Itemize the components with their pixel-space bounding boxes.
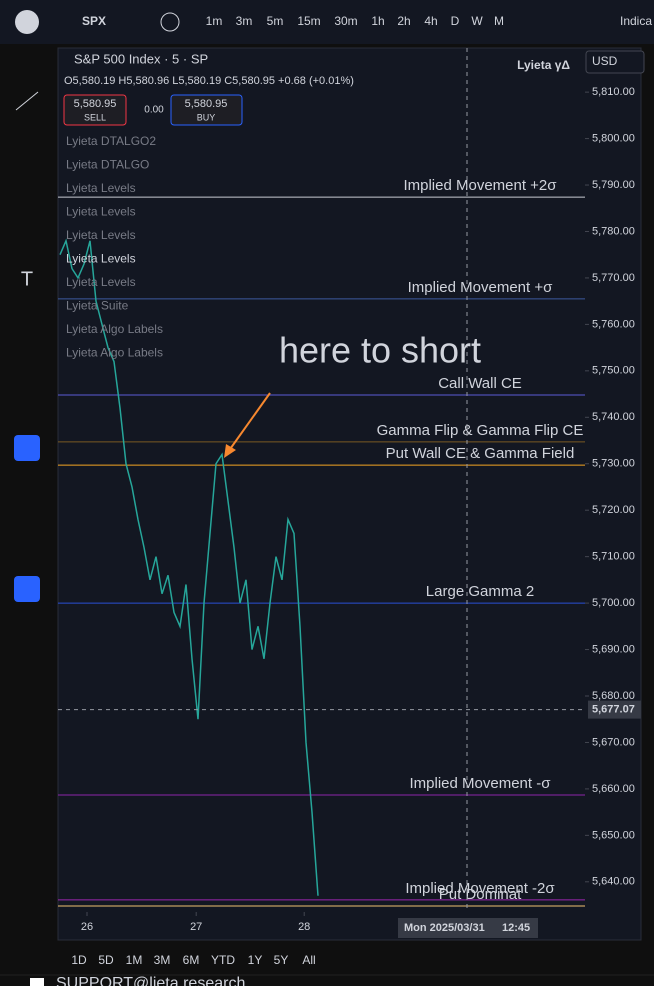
symbol[interactable]: SPX: [82, 14, 106, 28]
ohlc: O5,580.19 H5,580.96 L5,580.19 C5,580.95 …: [64, 75, 354, 87]
y-tick-label: 5,720.00: [592, 504, 635, 516]
price-tag-label: 5,677.07: [592, 704, 635, 716]
range-button[interactable]: 1D: [71, 953, 87, 967]
range-button[interactable]: All: [302, 953, 315, 967]
x-tick-label: 28: [298, 921, 310, 933]
level-label: Implied Movement +2σ: [403, 177, 557, 194]
range-button[interactable]: 1M: [126, 953, 143, 967]
y-tick-label: 5,640.00: [592, 876, 635, 888]
indicator[interactable]: Lyieta Levels: [66, 181, 136, 195]
range-button[interactable]: 5Y: [274, 953, 289, 967]
indicator[interactable]: Lyieta Suite: [66, 299, 129, 313]
legend-title: S&P 500 Index · 5 · SP: [74, 51, 208, 66]
level-label: Implied Movement -σ: [410, 775, 552, 792]
interval[interactable]: 1m: [206, 14, 223, 28]
interval[interactable]: 3m: [236, 14, 253, 28]
buy-label: BUY: [197, 112, 216, 122]
spread: 0.00: [144, 105, 164, 116]
price-line: [59, 238, 319, 896]
interval[interactable]: 2h: [397, 14, 410, 28]
level-label: Large Gamma 2: [426, 583, 534, 600]
sell-button[interactable]: [63, 94, 127, 126]
level-label: Put Dominat: [439, 886, 522, 903]
indicator[interactable]: Lyieta DTALGO: [66, 158, 149, 172]
interval[interactable]: 5m: [267, 14, 284, 28]
indicator[interactable]: Lyieta DTALGO2: [66, 134, 156, 148]
interval[interactable]: W: [471, 14, 483, 28]
y-tick-label: 5,740.00: [592, 411, 635, 423]
y-tick-label: 5,770.00: [592, 272, 635, 284]
date-box: [398, 918, 538, 938]
y-tick-label: 5,780.00: [592, 225, 635, 237]
y-tick-label: 5,750.00: [592, 365, 635, 377]
y-tick-label: 5,730.00: [592, 458, 635, 470]
sell-price: 5,580.95: [74, 98, 117, 110]
level-label: Put Wall CE & Gamma Field: [386, 445, 575, 462]
interval[interactable]: 15m: [297, 14, 320, 28]
support-text: SUPPORT@lieta.research: [56, 975, 245, 986]
link-tool[interactable]: [14, 576, 40, 602]
y-tick-label: 5,670.00: [592, 736, 635, 748]
logo[interactable]: [15, 10, 39, 34]
x-tick-label: 26: [81, 921, 93, 933]
y-tick-label: 5,810.00: [592, 86, 635, 98]
y-tick-label: 5,650.00: [592, 829, 635, 841]
trend-tool[interactable]: [15, 91, 39, 111]
chart-title: Lyieta γΔ: [517, 58, 570, 72]
level-label: Call Wall CE: [438, 375, 522, 392]
time-label: 12:45: [502, 922, 530, 934]
level-label: Implied Movement +σ: [408, 279, 553, 296]
y-tick-label: 5,680.00: [592, 690, 635, 702]
buy-price: 5,580.95: [185, 98, 228, 110]
left-toolbar: T: [14, 91, 40, 602]
date-label: Mon 2025/03/31: [404, 922, 485, 934]
sell-label: SELL: [84, 112, 106, 122]
currency[interactable]: USD: [592, 54, 618, 68]
annotation-arrow: [227, 392, 271, 453]
y-tick-label: 5,660.00: [592, 783, 635, 795]
range-button[interactable]: 1Y: [248, 953, 263, 967]
y-tick-label: 5,800.00: [592, 132, 635, 144]
indicator[interactable]: Lyieta Algo Labels: [66, 322, 163, 336]
level-label: Implied Movement -2σ: [405, 880, 555, 897]
indicator[interactable]: Lyieta Levels: [66, 205, 136, 219]
y-tick-label: 5,690.00: [592, 643, 635, 655]
plot: Implied Movement +2σ Implied Movement +σ C…: [58, 177, 585, 907]
y-tick-label: 5,710.00: [592, 551, 635, 563]
price-tag: [588, 700, 641, 719]
indicator[interactable]: Lyieta Levels: [66, 275, 136, 289]
range-button[interactable]: YTD: [211, 953, 235, 967]
level-label: Gamma Flip & Gamma Flip CE: [377, 422, 584, 439]
interval[interactable]: 30m: [334, 14, 357, 28]
indicator[interactable]: Lyieta Levels: [66, 228, 136, 242]
indicators-button[interactable]: Indica: [620, 14, 652, 28]
top-toolbar: [0, 0, 654, 44]
add-symbol[interactable]: [160, 12, 180, 32]
interval[interactable]: D: [451, 14, 460, 28]
currency-box[interactable]: [585, 50, 645, 74]
interval[interactable]: 4h: [424, 14, 437, 28]
range-button[interactable]: 5D: [98, 953, 114, 967]
buy-button[interactable]: [170, 94, 243, 126]
magnet-tool[interactable]: [14, 435, 40, 461]
interval[interactable]: M: [494, 14, 504, 28]
range-button[interactable]: 6M: [183, 953, 200, 967]
y-tick-label: 5,700.00: [592, 597, 635, 609]
x-tick-label: 27: [190, 921, 202, 933]
annotation: here to short: [279, 330, 481, 371]
range-button[interactable]: 3M: [154, 953, 171, 967]
indicator[interactable]: Lyieta Algo Labels: [66, 346, 163, 360]
interval[interactable]: 1h: [371, 14, 384, 28]
arrow-head: [224, 444, 236, 458]
y-tick-label: 5,760.00: [592, 318, 635, 330]
text-tool[interactable]: T: [21, 268, 33, 290]
support-icon: [30, 978, 44, 986]
indicator[interactable]: Lyieta Levels: [66, 252, 136, 266]
y-tick-label: 5,790.00: [592, 179, 635, 191]
